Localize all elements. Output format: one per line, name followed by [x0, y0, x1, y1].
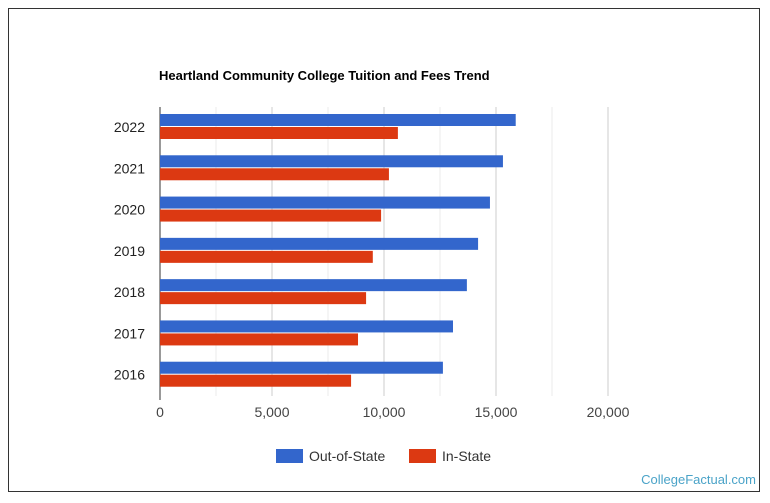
bar-out-of-state-2017 — [160, 320, 453, 333]
y-tick-label: 2018 — [114, 284, 145, 300]
bar-in-state-2020 — [160, 209, 382, 222]
bar-in-state-2022 — [160, 127, 398, 139]
bar-out-of-state-2021 — [160, 155, 503, 168]
bar-in-state-2019 — [160, 250, 373, 263]
y-tick-label: 2017 — [114, 325, 145, 341]
x-tick-label: 15,000 — [475, 404, 518, 420]
bar-in-state-2021 — [160, 168, 389, 181]
y-tick-label: 2019 — [114, 243, 145, 259]
bar-out-of-state-2016 — [160, 361, 443, 374]
x-tick-label: 0 — [156, 404, 164, 420]
bar-out-of-state-2018 — [160, 279, 467, 292]
x-tick-label: 10,000 — [363, 404, 406, 420]
chart-title: Heartland Community College Tuition and … — [159, 68, 490, 83]
bar-in-state-2016 — [160, 374, 352, 387]
y-tick-label: 2016 — [114, 367, 145, 383]
bar-out-of-state-2019 — [160, 237, 479, 250]
bar-in-state-2017 — [160, 333, 359, 346]
legend-label: In-State — [442, 448, 491, 464]
bar-out-of-state-2020 — [160, 196, 490, 209]
credit-link[interactable]: CollegeFactual.com — [641, 472, 756, 487]
legend-label: Out-of-State — [309, 448, 385, 464]
chart-frame — [8, 8, 760, 492]
y-tick-label: 2021 — [114, 160, 145, 176]
y-tick-label: 2020 — [114, 202, 145, 218]
bar-in-state-2018 — [160, 292, 367, 305]
y-tick-label: 2022 — [114, 119, 145, 135]
x-tick-label: 20,000 — [587, 404, 630, 420]
legend-swatch — [276, 449, 303, 463]
legend-swatch — [409, 449, 436, 463]
bar-out-of-state-2022 — [160, 114, 516, 126]
x-tick-label: 5,000 — [254, 404, 289, 420]
